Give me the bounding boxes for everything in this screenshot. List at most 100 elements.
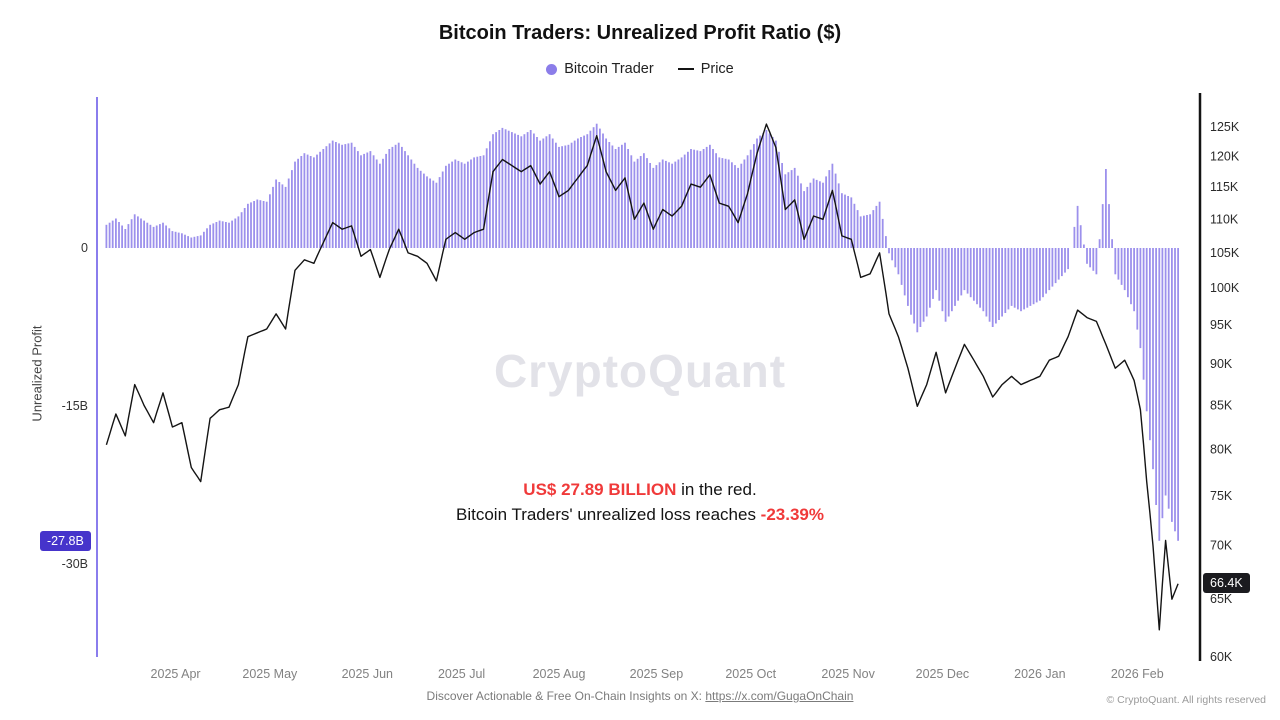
profit-bar[interactable] [1048, 248, 1051, 291]
profit-bar[interactable] [470, 159, 472, 249]
profit-bar[interactable] [822, 182, 824, 248]
profit-bar[interactable] [1020, 248, 1022, 312]
profit-bar[interactable] [567, 144, 570, 248]
profit-bar[interactable] [401, 146, 403, 248]
profit-bar[interactable] [589, 130, 592, 248]
profit-bar[interactable] [561, 146, 563, 248]
profit-bar[interactable] [520, 136, 523, 248]
profit-bar[interactable] [231, 220, 233, 248]
profit-bar[interactable] [181, 233, 183, 248]
profit-bar[interactable] [869, 214, 871, 248]
profit-bar[interactable] [658, 162, 661, 248]
profit-bar[interactable] [668, 162, 670, 248]
profit-bar[interactable] [1171, 248, 1173, 522]
profit-bar[interactable] [250, 202, 252, 248]
profit-bar[interactable] [966, 248, 969, 294]
profit-bar[interactable] [674, 161, 677, 248]
profit-bar[interactable] [731, 162, 733, 248]
profit-bar[interactable] [391, 146, 394, 248]
profit-bar[interactable] [655, 165, 658, 248]
profit-bar[interactable] [746, 155, 749, 248]
profit-bar[interactable] [240, 212, 243, 248]
profit-bar[interactable] [130, 219, 133, 248]
profit-bar[interactable] [705, 146, 708, 248]
legend-item-bitcoin-trader[interactable]: Bitcoin Trader [546, 61, 654, 77]
profit-bar[interactable] [617, 146, 620, 248]
profit-bar[interactable] [699, 151, 702, 248]
profit-bar[interactable] [809, 182, 812, 248]
profit-bar[interactable] [1045, 248, 1047, 294]
profit-bar[interactable] [671, 163, 673, 248]
profit-bar[interactable] [922, 248, 925, 322]
profit-bar[interactable] [476, 156, 479, 248]
profit-bar[interactable] [1073, 226, 1076, 248]
profit-bar[interactable] [118, 222, 120, 248]
profit-bar[interactable] [800, 183, 802, 248]
profit-bar[interactable] [539, 140, 541, 248]
profit-bar[interactable] [803, 191, 805, 248]
profit-bar[interactable] [168, 228, 171, 248]
profit-bar[interactable] [1114, 248, 1117, 275]
profit-bar[interactable] [960, 248, 963, 296]
profit-bar[interactable] [1029, 248, 1032, 306]
profit-bar[interactable] [624, 142, 626, 248]
profit-bar[interactable] [199, 235, 202, 248]
profit-bar[interactable] [976, 248, 978, 305]
profit-bar[interactable] [621, 144, 623, 248]
profit-bar[interactable] [1057, 248, 1060, 280]
profit-bar[interactable] [303, 153, 306, 248]
profit-bar[interactable] [907, 248, 909, 306]
profit-bar[interactable] [1111, 239, 1113, 248]
profit-bar[interactable] [690, 149, 692, 248]
profit-bar[interactable] [1076, 205, 1079, 248]
unrealized-profit-bars[interactable] [105, 123, 1180, 541]
profit-bar[interactable] [771, 137, 774, 248]
profit-bar[interactable] [454, 159, 457, 249]
profit-bar[interactable] [269, 194, 271, 248]
profit-bar[interactable] [335, 142, 337, 248]
profit-bar[interactable] [1035, 248, 1038, 303]
profit-bar[interactable] [1120, 248, 1123, 285]
profit-bar[interactable] [482, 155, 485, 248]
profit-bar[interactable] [991, 248, 994, 327]
profit-bar[interactable] [196, 236, 199, 248]
profit-bar[interactable] [536, 137, 538, 248]
profit-bar[interactable] [1130, 248, 1132, 305]
profit-bar[interactable] [489, 141, 491, 248]
profit-bar[interactable] [564, 145, 567, 249]
profit-bar[interactable] [941, 248, 944, 312]
profit-bar[interactable] [171, 231, 174, 248]
profit-bar[interactable] [787, 172, 790, 248]
profit-bar[interactable] [467, 161, 469, 248]
profit-bar[interactable] [1127, 248, 1129, 298]
profit-bar[interactable] [545, 136, 548, 248]
profit-bar[interactable] [649, 163, 651, 248]
profit-bar[interactable] [938, 248, 941, 301]
profit-bar[interactable] [643, 153, 645, 248]
profit-bar[interactable] [372, 155, 375, 248]
profit-bar[interactable] [133, 214, 136, 248]
profit-bar[interactable] [473, 157, 475, 248]
profit-bar[interactable] [140, 218, 142, 249]
profit-bar[interactable] [850, 197, 853, 248]
profit-bar[interactable] [866, 215, 868, 248]
profit-bar[interactable] [294, 161, 296, 248]
profit-bar[interactable] [155, 225, 158, 249]
profit-bar[interactable] [1010, 248, 1013, 306]
profit-bar[interactable] [313, 157, 315, 248]
profit-bar[interactable] [900, 248, 903, 285]
profit-bar[interactable] [982, 248, 985, 312]
profit-bar[interactable] [174, 231, 177, 248]
profit-bar[interactable] [636, 158, 639, 248]
profit-bar[interactable] [1083, 244, 1085, 249]
profit-bar[interactable] [498, 130, 501, 248]
profit-bar[interactable] [1161, 248, 1164, 519]
profit-bar[interactable] [599, 128, 601, 248]
profit-bar[interactable] [360, 155, 362, 248]
profit-bar[interactable] [253, 201, 255, 248]
profit-bar[interactable] [1039, 248, 1041, 301]
profit-bar[interactable] [727, 159, 730, 249]
profit-bar[interactable] [331, 140, 334, 248]
profit-bar[interactable] [234, 218, 237, 249]
profit-bar[interactable] [1007, 248, 1010, 310]
